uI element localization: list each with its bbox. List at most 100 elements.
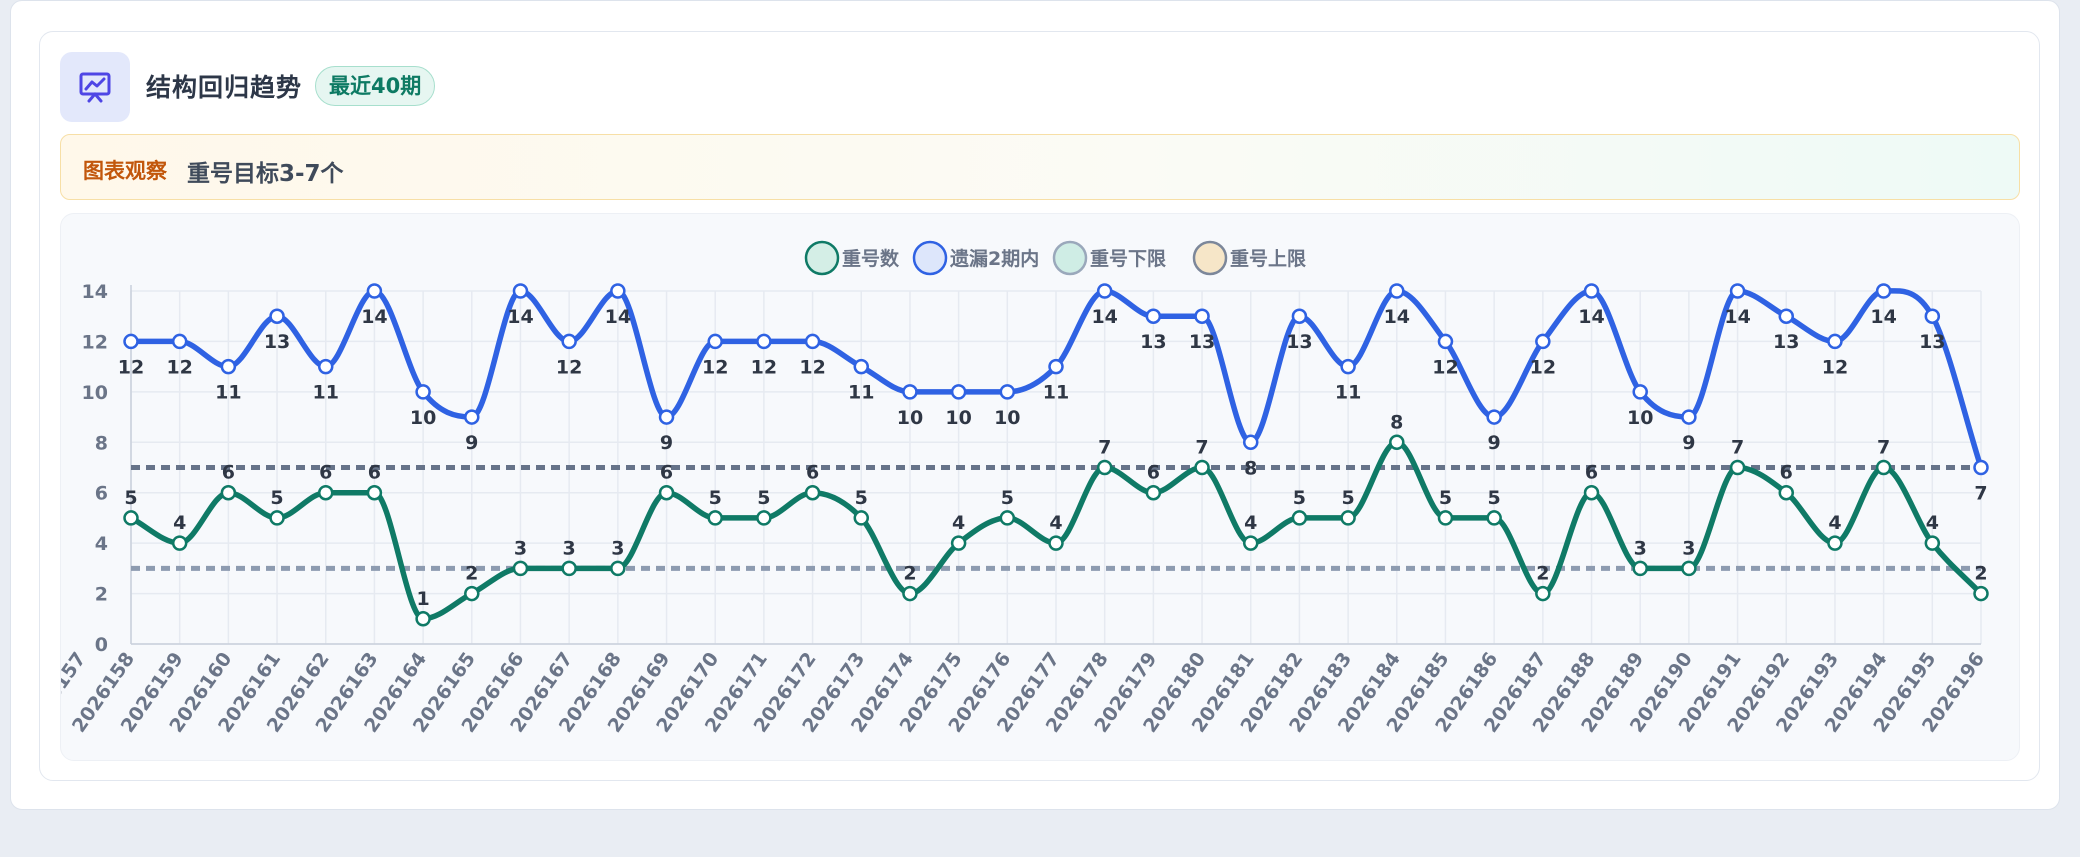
missing-point	[1437, 333, 1454, 350]
repeat-data-label: 6	[368, 462, 381, 484]
missing-data-label: 14	[507, 306, 533, 328]
missing-point	[756, 333, 772, 350]
repeat-data-label: 1	[416, 588, 429, 610]
trend-chart: 0246810121420261572026158202615920261602…	[61, 240, 1989, 737]
missing-data-label: 14	[605, 306, 631, 328]
missing-point	[1729, 283, 1746, 299]
missing-data-label: 10	[410, 407, 436, 429]
repeat-data-label: 4	[1049, 512, 1062, 534]
missing-point	[1242, 434, 1259, 451]
repeat-point	[1389, 434, 1405, 451]
repeat-data-label: 4	[1244, 512, 1257, 534]
y-tick-label: 8	[95, 432, 108, 454]
repeat-point	[123, 510, 139, 526]
missing-data-label: 13	[1773, 331, 1799, 353]
missing-data-label: 14	[1384, 306, 1410, 328]
repeat-point	[1535, 585, 1551, 602]
missing-data-label: 12	[1432, 356, 1458, 378]
repeat-point	[220, 484, 237, 501]
legend-swatch	[804, 240, 840, 276]
missing-data-label: 14	[1724, 306, 1750, 328]
repeat-point	[804, 484, 821, 501]
presentation-chart-icon	[79, 72, 111, 103]
note-text: 重号目标3-7个	[187, 161, 344, 187]
missing-data-label: 11	[215, 382, 241, 404]
legend-label: 重号下限	[1090, 248, 1166, 270]
repeat-data-label: 2	[903, 563, 916, 585]
repeat-point	[1242, 535, 1259, 551]
repeat-point	[1729, 459, 1746, 476]
missing-point	[804, 333, 821, 350]
missing-data-label: 12	[166, 356, 192, 378]
missing-point	[707, 333, 723, 350]
missing-data-label: 13	[1286, 331, 1312, 353]
repeat-point	[853, 510, 870, 526]
repeat-data-label: 7	[1877, 437, 1890, 459]
repeat-point	[1194, 459, 1210, 476]
missing-point	[1145, 308, 1162, 324]
repeat-data-label: 5	[270, 487, 283, 509]
missing-data-label: 14	[361, 306, 387, 328]
missing-data-label: 13	[1919, 331, 1945, 353]
repeat-data-label: 6	[222, 462, 235, 484]
missing-data-label: 10	[994, 407, 1020, 429]
missing-point	[1389, 283, 1405, 299]
repeat-data-label: 6	[319, 462, 332, 484]
y-tick-label: 14	[82, 281, 108, 303]
repeat-point	[1583, 484, 1600, 501]
repeat-point	[317, 484, 334, 501]
missing-point	[610, 283, 626, 299]
repeat-data-label: 6	[1780, 462, 1793, 484]
legend-swatch	[1052, 240, 1088, 276]
missing-data-label: 12	[702, 356, 728, 378]
card-title: 结构回归趋势	[146, 73, 303, 102]
missing-data-label: 14	[1578, 306, 1604, 328]
repeat-data-label: 5	[855, 487, 868, 509]
missing-point	[171, 333, 188, 350]
repeat-point	[415, 611, 431, 627]
missing-data-label: 12	[556, 356, 582, 378]
missing-point	[1194, 308, 1210, 324]
repeat-point	[658, 484, 675, 501]
legend-swatch	[912, 240, 948, 276]
repeat-point	[1827, 535, 1843, 551]
legend: 重号数 遗漏2期内 重号下限 重号上限	[804, 240, 1306, 276]
missing-point	[658, 409, 675, 425]
repeat-data-label: 8	[1390, 411, 1403, 433]
missing-data-label: 11	[1043, 382, 1069, 404]
missing-point	[1973, 459, 1989, 476]
repeat-data-label: 5	[1001, 487, 1014, 509]
repeat-data-label: 6	[806, 462, 819, 484]
repeat-data-label: 4	[1926, 512, 1939, 534]
missing-data-label: 7	[1974, 483, 1987, 505]
repeat-point	[1875, 459, 1892, 476]
missing-data-label: 9	[465, 432, 478, 454]
missing-point	[123, 333, 139, 350]
missing-data-label: 14	[1091, 306, 1117, 328]
repeat-point	[756, 510, 772, 526]
repeat-data-label: 4	[173, 512, 186, 534]
missing-data-label: 12	[1530, 356, 1556, 378]
legend-label: 重号数	[842, 247, 900, 270]
missing-point	[1583, 283, 1600, 299]
missing-point	[1827, 333, 1843, 350]
missing-data-label: 11	[313, 382, 339, 404]
missing-point	[269, 308, 285, 324]
repeat-data-label: 7	[1195, 437, 1208, 459]
repeat-point	[999, 510, 1016, 526]
y-tick-label: 10	[82, 382, 108, 404]
missing-data-label: 13	[1189, 331, 1215, 353]
repeat-data-label: 5	[1439, 487, 1452, 509]
missing-point	[1048, 358, 1064, 375]
missing-data-label: 13	[1140, 331, 1166, 353]
y-tick-label: 6	[95, 483, 108, 505]
missing-point	[317, 358, 334, 375]
missing-point	[1291, 308, 1308, 324]
repeat-series: 5 4 6 5 6 6 1 2 3 3 3 6 5 5 6 5 2 4 5 4 7 6 7 4 5 5 8 5 5 2 6 3 3 7 6 4 7 4 2	[123, 411, 1989, 627]
missing-point	[366, 283, 383, 299]
missing-data-label: 11	[848, 382, 874, 404]
repeat-data-label: 2	[1536, 563, 1549, 585]
repeat-data-label: 7	[1098, 437, 1111, 459]
repeat-data-label: 5	[757, 487, 770, 509]
repeat-data-label: 4	[1828, 512, 1841, 534]
